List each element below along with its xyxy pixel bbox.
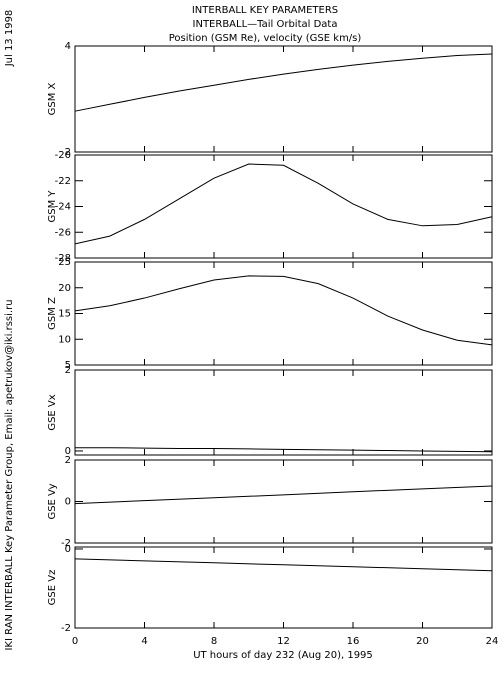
y-tick-label: 2 bbox=[65, 455, 71, 466]
panel-frame bbox=[74, 261, 493, 366]
data-line bbox=[74, 558, 493, 572]
x-axis-label: UT hours of day 232 (Aug 20), 1995 bbox=[193, 650, 373, 661]
panel-frame bbox=[74, 154, 493, 259]
y-axis-label: GSM X bbox=[47, 82, 58, 115]
data-line bbox=[74, 53, 493, 112]
y-tick-label: 4 bbox=[65, 41, 71, 52]
y-axis-label: GSE Vy bbox=[47, 483, 58, 519]
y-axis-label: GSM Y bbox=[47, 190, 58, 223]
x-tick-label: 16 bbox=[347, 636, 360, 647]
y-axis-label: GSE Vx bbox=[47, 394, 58, 430]
title-line: Position (GSM Re), velocity (GSE km/s) bbox=[169, 33, 362, 44]
y-axis-label: GSM Z bbox=[47, 297, 58, 330]
y-tick-label: 10 bbox=[58, 334, 71, 345]
data-line bbox=[74, 163, 493, 245]
panel-frame bbox=[74, 369, 493, 456]
panel-frame bbox=[74, 546, 493, 629]
y-tick-label: 25 bbox=[58, 257, 71, 268]
date: Jul 13 1998 bbox=[4, 10, 15, 68]
data-line bbox=[75, 447, 493, 453]
y-tick-label: -24 bbox=[55, 202, 71, 213]
x-tick-label: 0 bbox=[72, 636, 78, 647]
x-tick-label: 24 bbox=[486, 636, 499, 647]
y-tick-label: -20 bbox=[55, 150, 71, 161]
y-axis-label: GSE Vz bbox=[47, 570, 58, 606]
y-tick-label: 5 bbox=[65, 360, 71, 371]
credit: IKI RAN INTERBALL Key Parameter Group, E… bbox=[4, 299, 15, 650]
y-tick-label: 2 bbox=[65, 365, 71, 376]
y-tick-label: -2 bbox=[61, 538, 71, 549]
x-tick-label: 12 bbox=[277, 636, 290, 647]
title-line: INTERBALL—Tail Orbital Data bbox=[193, 19, 338, 30]
y-tick-label: -28 bbox=[55, 253, 71, 264]
y-tick-label: -26 bbox=[55, 227, 71, 238]
y-tick-label: 0 bbox=[65, 446, 71, 457]
panel-frame bbox=[74, 459, 493, 544]
data-line bbox=[74, 485, 493, 505]
y-tick-label: -2 bbox=[61, 623, 71, 634]
y-tick-label: 2 bbox=[65, 147, 71, 158]
x-tick-label: 4 bbox=[141, 636, 147, 647]
y-tick-label: 20 bbox=[58, 283, 71, 294]
y-tick-label: -22 bbox=[55, 176, 71, 187]
x-tick-label: 20 bbox=[416, 636, 429, 647]
x-tick-label: 8 bbox=[211, 636, 217, 647]
y-tick-label: 0 bbox=[65, 544, 71, 555]
y-tick-label: 0 bbox=[65, 497, 71, 508]
title-line: INTERBALL KEY PARAMETERS bbox=[192, 5, 338, 16]
data-line bbox=[74, 275, 493, 346]
y-tick-label: 15 bbox=[58, 309, 71, 320]
